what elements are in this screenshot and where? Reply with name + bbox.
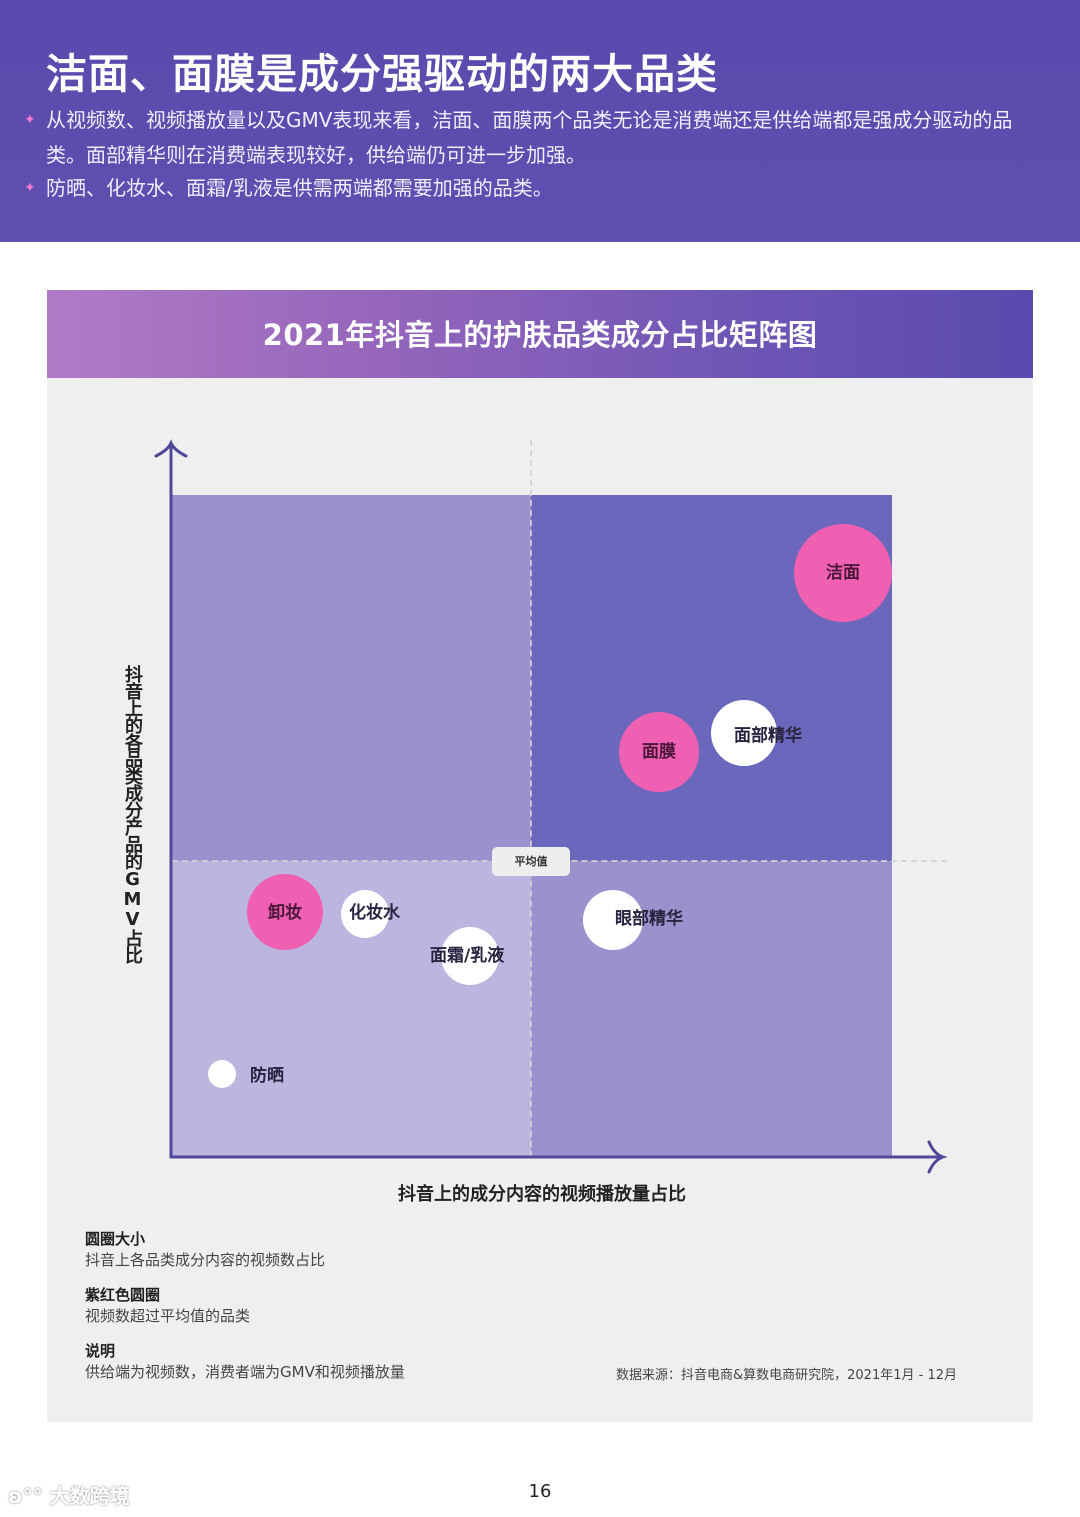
average-label: 平均值 [492, 847, 570, 876]
bubble-label: 眼部精华 [615, 909, 683, 929]
bubble-fangshai [208, 1060, 236, 1088]
chart-title-bar: 2021年抖音上的护肤品类成分占比矩阵图 [47, 290, 1033, 378]
bubble-label: 面膜 [642, 742, 676, 762]
bubble-label: 化妆水 [349, 903, 400, 923]
x-axis-arrow-icon [927, 1140, 948, 1174]
legend-title: 圆圈大小 [85, 1230, 146, 1248]
legend-title: 说明 [85, 1342, 116, 1360]
average-line-vertical [530, 440, 532, 1157]
legend-title: 紫红色圆圈 [85, 1286, 161, 1304]
bubble-jiemian [794, 524, 892, 622]
y-axis-arrow-icon [154, 439, 188, 458]
quadrant-top-left [172, 495, 531, 861]
bubble-label: 防晒 [250, 1066, 284, 1086]
logo-icon: ʚ°° [8, 1484, 43, 1508]
bubble-label: 面部精华 [734, 726, 802, 746]
legend-desc: 抖音上各品类成分内容的视频数占比 [85, 1251, 326, 1269]
bullet-text: 从视频数、视频播放量以及GMV表现来看，洁面、面膜两个品类无论是消费端还是供给端… [46, 108, 1013, 167]
legend-item-size: 圆圈大小 抖音上各品类成分内容的视频数占比 [85, 1229, 325, 1271]
header-banner: 洁面、面膜是成分强驱动的两大品类 ✦ 从视频数、视频播放量以及GMV表现来看，洁… [0, 0, 1080, 242]
data-source: 数据来源：抖音电商&算数电商研究院，2021年1月 - 12月 [616, 1368, 957, 1383]
legend-desc: 视频数超过平均值的品类 [85, 1307, 251, 1325]
bubble-label: 卸妆 [268, 903, 302, 923]
legend-item-note: 说明 供给端为视频数，消费者端为GMV和视频播放量 [85, 1341, 405, 1383]
bubble-huazhuangshui [341, 890, 389, 938]
y-axis-label: 抖音上的各品类成分产品的GMV占比 [122, 665, 143, 963]
sparkle-icon: ✦ [24, 180, 36, 196]
chart-title: 2021年抖音上的护肤品类成分占比矩阵图 [262, 318, 818, 352]
watermark-logo: ʚ°° 大数跨境 [8, 1480, 130, 1509]
bubble-mianmo [619, 712, 699, 792]
bullet-item: ✦ 从视频数、视频播放量以及GMV表现来看，洁面、面膜两个品类无论是消费端还是供… [24, 103, 1044, 173]
watermark-text: 大数跨境 [49, 1484, 130, 1508]
bubble-label: 洁面 [826, 563, 860, 583]
bullet-text: 防晒、化妆水、面霜/乳液是供需两端都需要加强的品类。 [46, 176, 553, 200]
bubble-xiezhuang [247, 874, 323, 950]
bubble-mianbu-jinghua [711, 700, 777, 766]
bubble-yanbu-jinghua [583, 890, 643, 950]
legend-desc: 供给端为视频数，消费者端为GMV和视频播放量 [85, 1363, 405, 1381]
page-title: 洁面、面膜是成分强驱动的两大品类 [46, 50, 718, 98]
sparkle-icon: ✦ [24, 112, 36, 128]
bubble-mianshuang-ruye [441, 927, 499, 985]
page-number: 16 [528, 1481, 552, 1502]
bubble-label: 面霜/乳液 [430, 946, 505, 966]
bullet-item: ✦ 防晒、化妆水、面霜/乳液是供需两端都需要加强的品类。 [24, 171, 1044, 206]
legend-item-color: 紫红色圆圈 视频数超过平均值的品类 [85, 1285, 250, 1327]
x-axis-label: 抖音上的成分内容的视频播放量占比 [398, 1184, 686, 1205]
